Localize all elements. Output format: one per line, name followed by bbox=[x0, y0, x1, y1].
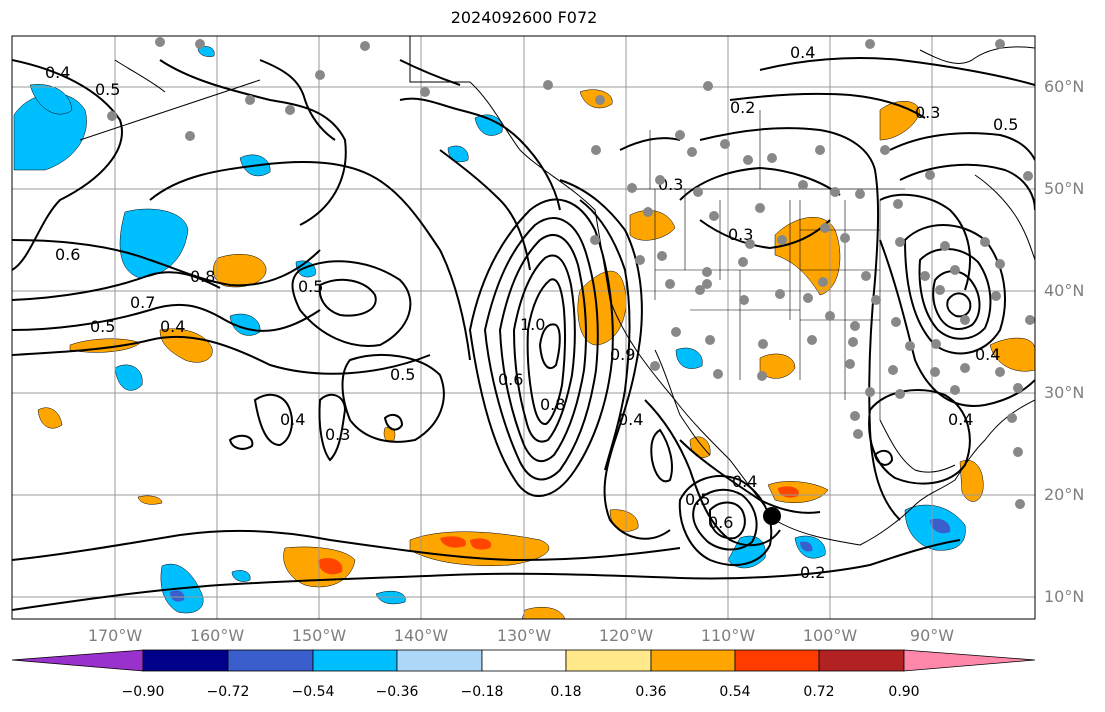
colorbar-tick-label: 0.54 bbox=[719, 684, 751, 700]
state-borders bbox=[628, 110, 905, 420]
contour-label: 0.9 bbox=[610, 345, 635, 364]
contour-label: 0.5 bbox=[685, 490, 710, 509]
contour-label: 0.3 bbox=[325, 425, 350, 444]
contour-label: 0.4 bbox=[732, 472, 757, 491]
cold-anomaly-shading bbox=[13, 46, 966, 614]
lon-label-170w: 170°W bbox=[87, 626, 143, 645]
contour-label: 0.6 bbox=[55, 245, 80, 264]
colorbar-tick-label: −0.54 bbox=[291, 684, 335, 700]
contour-label: 0.5 bbox=[993, 115, 1018, 134]
warm-anomaly-shading bbox=[37, 89, 1035, 619]
contour-label: 0.4 bbox=[618, 410, 643, 429]
lon-label-120w: 120°W bbox=[598, 626, 654, 645]
lon-label-160w: 160°W bbox=[189, 626, 245, 645]
colorbar-tick-label: −0.18 bbox=[460, 684, 504, 700]
contour-label: 0.7 bbox=[130, 293, 155, 312]
station-markers bbox=[107, 37, 1035, 509]
contour-label: 0.4 bbox=[948, 410, 973, 429]
lat-label-40n: 40°N bbox=[1044, 281, 1085, 300]
contour-label: 0.3 bbox=[915, 103, 940, 122]
contour-label: 0.2 bbox=[730, 98, 755, 117]
contour-label: 1.0 bbox=[520, 315, 545, 334]
contour-label: 0.3 bbox=[728, 225, 753, 244]
lon-label-90w: 90°W bbox=[909, 626, 955, 645]
lat-label-20n: 20°N bbox=[1044, 485, 1085, 504]
colorbar-tick-label: −0.90 bbox=[121, 684, 165, 700]
strong-cold-anomaly-shading bbox=[170, 518, 951, 602]
location-marker bbox=[763, 507, 781, 525]
colorbar-tick-label: 0.18 bbox=[550, 684, 582, 700]
plot-frame bbox=[11, 35, 1036, 620]
lon-label-130w: 130°W bbox=[496, 626, 552, 645]
contour-label: 0.4 bbox=[160, 317, 185, 336]
contour-label: 0.5 bbox=[95, 80, 120, 99]
colorbar-tick-label: −0.36 bbox=[375, 684, 419, 700]
contour-label: 0.2 bbox=[800, 563, 825, 582]
colorbar-tick-label: −0.72 bbox=[206, 684, 250, 700]
contour-label: 0.6 bbox=[498, 370, 523, 389]
lat-label-10n: 10°N bbox=[1044, 587, 1085, 606]
contour-label: 0.5 bbox=[390, 365, 415, 384]
contour-label: 0.5 bbox=[298, 277, 323, 296]
lon-label-140w: 140°W bbox=[393, 626, 449, 645]
contour-label: 0.4 bbox=[975, 345, 1000, 364]
colorbar bbox=[11, 649, 1036, 672]
strong-warm-anomaly-shading bbox=[318, 486, 799, 575]
lon-label-150w: 150°W bbox=[291, 626, 347, 645]
contour-label: 0.4 bbox=[45, 63, 70, 82]
contour-labels: 0.4 0.5 0.6 0.7 0.8 0.5 0.4 0.5 0.3 0.4 … bbox=[45, 43, 1018, 582]
contour-label: 0.6 bbox=[708, 513, 733, 532]
lat-label-30n: 30°N bbox=[1044, 383, 1085, 402]
coastlines bbox=[79, 36, 1035, 546]
contour-label: 0.4 bbox=[280, 410, 305, 429]
lat-label-50n: 50°N bbox=[1044, 179, 1085, 198]
lon-label-100w: 100°W bbox=[802, 626, 858, 645]
contour-lines bbox=[12, 57, 1035, 611]
contour-label: 0.8 bbox=[190, 267, 215, 286]
colorbar-tick-label: 0.72 bbox=[803, 684, 835, 700]
colorbar-tick-label: 0.90 bbox=[888, 684, 920, 700]
contour-label: 0.5 bbox=[90, 317, 115, 336]
colorbar-tick-label: 0.36 bbox=[635, 684, 667, 700]
contour-label: 0.4 bbox=[790, 43, 815, 62]
contour-label: 0.8 bbox=[540, 395, 565, 414]
lat-label-60n: 60°N bbox=[1044, 77, 1085, 96]
lon-label-110w: 110°W bbox=[700, 626, 756, 645]
map-title: 2024092600 F072 bbox=[450, 8, 598, 27]
